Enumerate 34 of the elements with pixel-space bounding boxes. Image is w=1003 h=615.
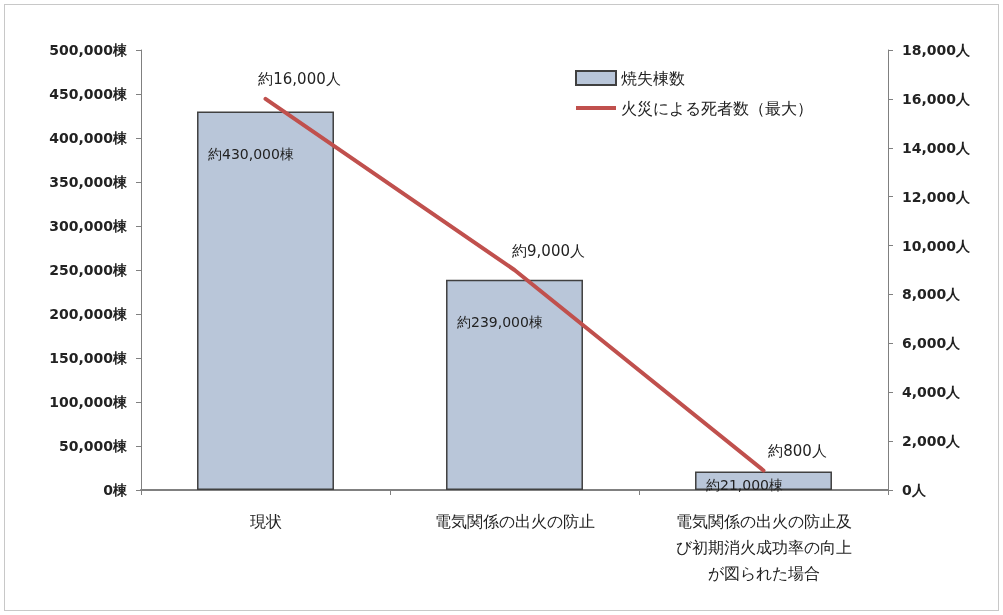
legend-label: 火災による死者数（最大） bbox=[621, 98, 813, 118]
y-tick-label: 500,000棟 bbox=[49, 42, 128, 58]
y-tick-label: 100,000棟 bbox=[49, 394, 128, 410]
bar bbox=[197, 111, 334, 490]
y2-tick-label: 2,000人 bbox=[902, 433, 962, 450]
y2-tick-label: 14,000人 bbox=[902, 139, 972, 156]
y2-tick-label: 8,000人 bbox=[902, 286, 962, 303]
y-tick-label: 400,000棟 bbox=[49, 130, 128, 146]
x-tick-label: 現状 bbox=[249, 511, 282, 531]
y-tick-label: 250,000棟 bbox=[49, 262, 128, 278]
y2-tick-label: 0人 bbox=[902, 482, 927, 498]
y-tick-label: 200,000棟 bbox=[49, 306, 128, 322]
y-tick-label: 0棟 bbox=[103, 482, 128, 498]
data-label: 約800人 bbox=[768, 441, 827, 460]
y2-tick-label: 12,000人 bbox=[902, 188, 972, 205]
y-tick-label: 150,000棟 bbox=[49, 350, 128, 366]
y2-tick-label: 18,000人 bbox=[902, 42, 972, 58]
y-tick-label: 350,000棟 bbox=[49, 174, 128, 190]
data-label: 約430,000棟 bbox=[208, 145, 294, 162]
y-tick-label: 450,000棟 bbox=[49, 86, 128, 102]
x-tick-label: 電気関係の出火の防止及び初期消火成功率の向上が図られた場合 bbox=[675, 511, 852, 583]
y-tick-label: 300,000棟 bbox=[49, 218, 128, 234]
data-label: 約21,000棟 bbox=[706, 476, 784, 493]
y2-tick-label: 6,000人 bbox=[902, 335, 962, 352]
y2-tick-label: 10,000人 bbox=[902, 237, 972, 254]
data-label: 約9,000人 bbox=[512, 241, 585, 260]
y2-tick-label: 4,000人 bbox=[902, 384, 962, 401]
x-tick-label: 電気関係の出火の防止 bbox=[434, 511, 595, 531]
data-label: 約239,000棟 bbox=[457, 313, 543, 330]
legend-label: 焼失棟数 bbox=[621, 68, 685, 88]
data-label: 約16,000人 bbox=[258, 70, 341, 89]
bar bbox=[446, 279, 583, 490]
y-tick-label: 50,000棟 bbox=[58, 438, 128, 454]
y2-tick-label: 16,000人 bbox=[902, 90, 972, 107]
